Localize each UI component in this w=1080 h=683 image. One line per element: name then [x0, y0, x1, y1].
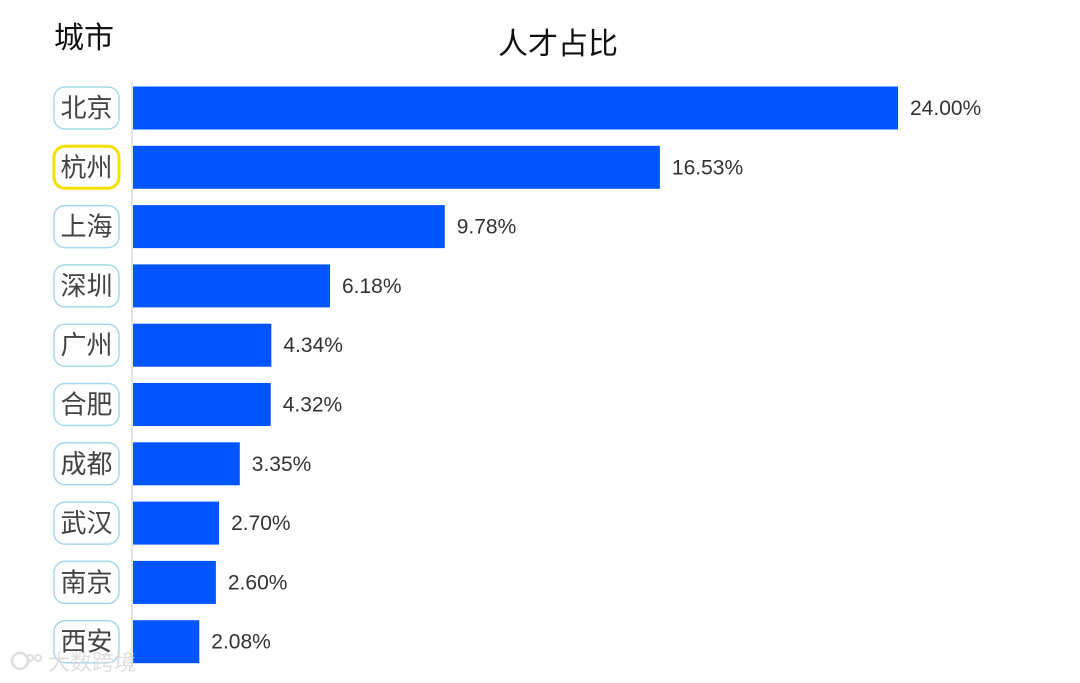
bar-row: 深圳 6.18% — [53, 264, 402, 308]
bars-layer: 北京 24.00% 杭州 16.53% 上海 9.78% 深圳 6.18% 广州 4.34% 合肥 4… — [52, 86, 981, 664]
category-label-box — [53, 204, 120, 249]
category-label-box — [53, 560, 120, 605]
category-label-box — [53, 501, 120, 545]
bar — [133, 205, 445, 249]
watermark-text: 大数跨境 — [48, 651, 137, 676]
bar — [133, 86, 898, 130]
value-label: 6.18% — [342, 275, 402, 298]
bar-row: 上海 9.78% — [53, 204, 517, 249]
category-label: 杭州 — [60, 153, 112, 183]
category-label: 武汉 — [60, 509, 112, 539]
category-label: 合肥 — [60, 391, 112, 421]
bar — [133, 560, 216, 604]
bar-row: 西安 2.08% — [53, 619, 271, 664]
bar-row: 南京 2.60% — [53, 560, 288, 605]
bar — [133, 501, 220, 545]
value-label: 2.60% — [228, 571, 288, 594]
category-label-box — [53, 264, 120, 308]
category-label-box — [53, 442, 120, 486]
bar-row: 北京 24.00% — [53, 86, 981, 130]
bar — [133, 620, 200, 664]
category-axis-title: 城市 — [54, 21, 114, 56]
watermark: 大数跨境 — [10, 645, 136, 677]
chart-title: 人才占比 — [498, 27, 618, 62]
bar — [133, 264, 330, 308]
bar-row: 成都 3.35% — [53, 442, 312, 486]
value-label: 9.78% — [457, 216, 517, 239]
bar-row: 广州 4.34% — [53, 323, 343, 367]
category-label: 成都 — [60, 450, 112, 480]
category-label: 深圳 — [60, 272, 112, 302]
bar-row: 合肥 4.32% — [53, 382, 343, 427]
category-label-box — [53, 382, 120, 427]
value-label: 2.08% — [211, 631, 271, 654]
bar-row: 杭州 16.53% — [52, 144, 743, 190]
bar — [133, 383, 271, 426]
category-label: 西安 — [60, 628, 112, 658]
category-label: 北京 — [60, 94, 112, 124]
bar-row: 武汉 2.70% — [53, 501, 291, 545]
value-label: 3.35% — [252, 453, 312, 476]
category-label-box — [53, 86, 120, 130]
brand-logo-icon — [10, 651, 42, 671]
category-label: 上海 — [60, 213, 112, 243]
category-label-box — [53, 323, 120, 367]
bar — [133, 323, 272, 367]
value-label: 24.00% — [910, 97, 981, 120]
value-label: 4.34% — [283, 334, 343, 357]
value-label: 4.32% — [283, 394, 343, 417]
value-label: 16.53% — [672, 156, 743, 179]
bar — [133, 145, 660, 189]
category-label-box — [53, 619, 120, 664]
bar — [133, 442, 240, 486]
category-label: 南京 — [60, 568, 112, 598]
category-label: 广州 — [60, 331, 112, 361]
category-label-box-highlighted — [52, 144, 121, 190]
value-label: 2.70% — [231, 512, 291, 535]
